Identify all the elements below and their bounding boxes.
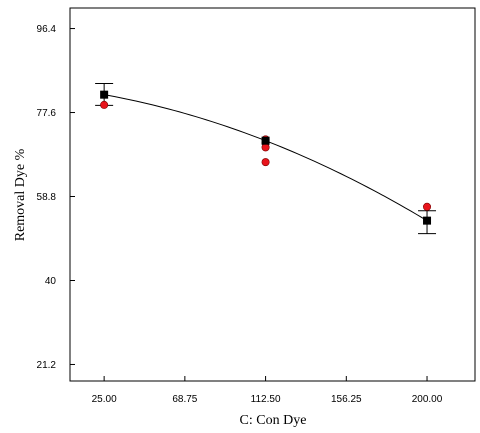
y-tick-label: 40 (45, 276, 57, 287)
points-group (100, 90, 432, 225)
x-tick-label: 25.00 (92, 394, 117, 405)
y-axis-title: Removal Dye % (13, 148, 28, 241)
predicted-point (261, 136, 270, 145)
y-tick-label: 96.4 (37, 24, 57, 35)
x-tick-label: 112.50 (251, 394, 281, 405)
x-axis-title: C: Con Dye (240, 413, 307, 428)
x-tick-label: 68.75 (172, 394, 197, 405)
plot-area (69, 7, 476, 382)
predicted-point (423, 216, 432, 225)
y-tick-label: 77.6 (37, 108, 57, 119)
x-tick-label: 156.25 (331, 394, 362, 405)
predicted-point (100, 90, 109, 99)
actual-point (261, 143, 270, 152)
x-tick-label: 200.00 (412, 394, 443, 405)
actual-point (423, 202, 432, 211)
actual-point (100, 100, 109, 109)
actual-point (261, 158, 270, 167)
axis-ticks: 25.00 68.75 112.50 156.25 200.00 21.2 40 58.8 77… (37, 24, 443, 405)
y-tick-label: 58.8 (37, 192, 57, 203)
y-tick-label: 21.2 (37, 360, 57, 371)
